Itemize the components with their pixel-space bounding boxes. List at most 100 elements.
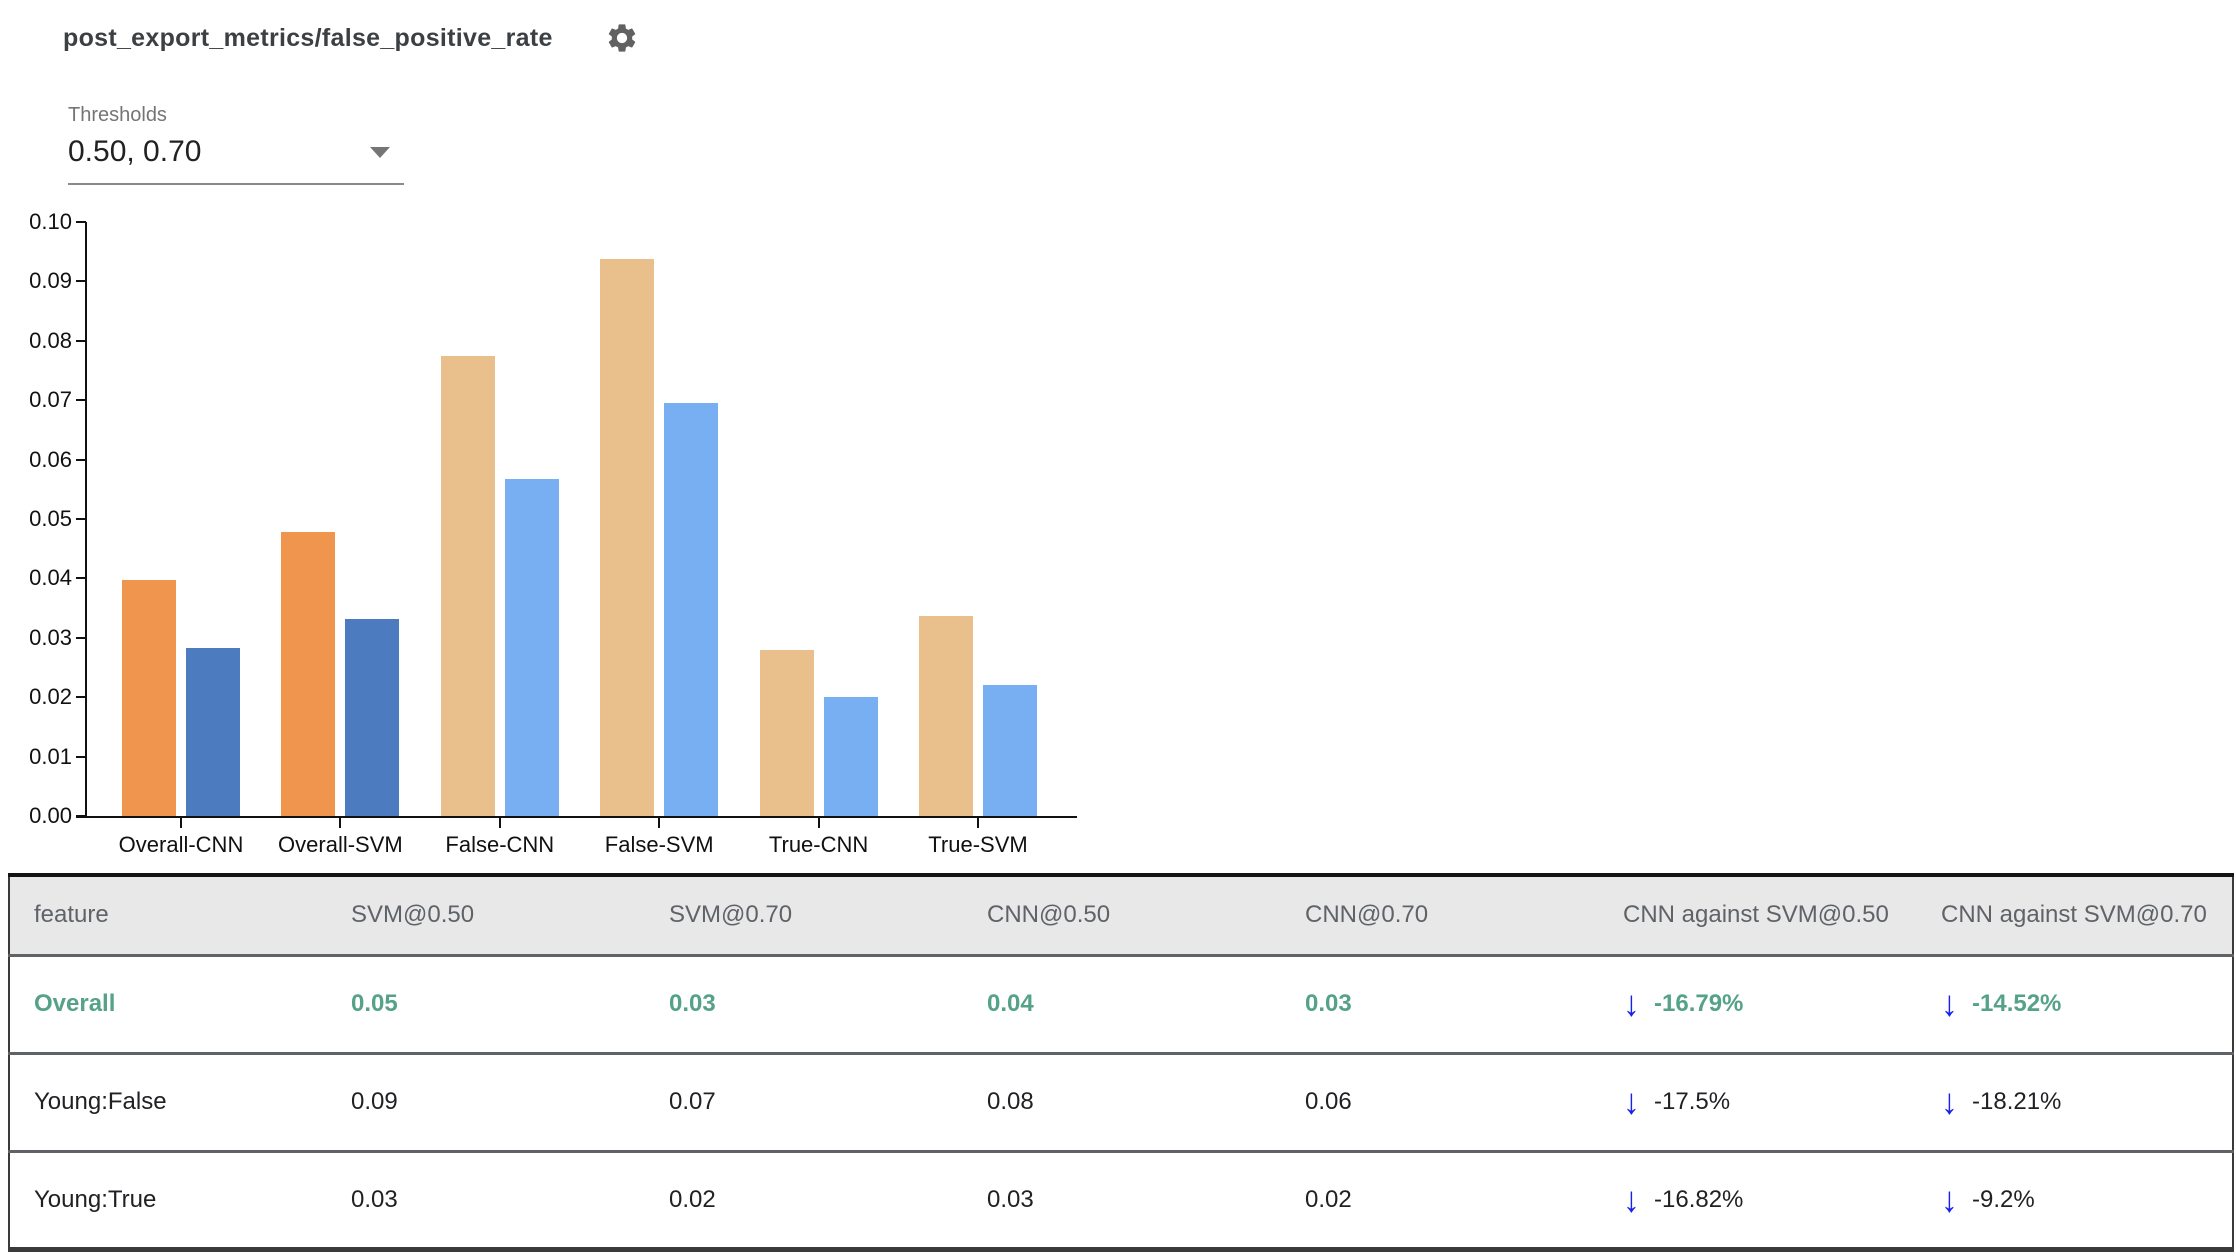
x-axis-label: False-CNN	[445, 832, 555, 857]
x-tick-mark	[817, 818, 820, 828]
arrow-down-icon: ↓	[1623, 984, 1640, 1024]
table-row-young-true[interactable]: Young:True 0.03 0.02 0.03 0.02 ↓ -16.82%…	[9, 1151, 2233, 1249]
diff-value: -14.52%	[1972, 990, 2062, 1017]
arrow-down-icon: ↓	[1623, 1179, 1640, 1220]
chevron-down-icon	[370, 146, 390, 158]
diff-cell: ↓ -17.5%	[1599, 1053, 1917, 1151]
x-tick-mark	[180, 818, 182, 828]
value-cell: 0.03	[351, 1185, 398, 1213]
diff-value: -17.5%	[1654, 1088, 1731, 1115]
diff-cell: ↓ -16.82%	[1599, 1151, 1917, 1249]
diff-value: -18.21%	[1972, 1088, 2062, 1115]
y-tick-label: 0.00	[29, 803, 72, 828]
y-tick-label: 0.03	[29, 624, 72, 650]
column-header-feature: feature	[34, 901, 109, 929]
x-tick-mark	[498, 818, 501, 828]
y-tick-label: 0.02	[29, 684, 72, 710]
y-tick-label: 0.05	[29, 506, 72, 531]
thresholds-select[interactable]: 0.50, 0.70	[68, 135, 404, 185]
gear-icon	[605, 21, 639, 55]
value-cell: 0.03	[1305, 990, 1352, 1017]
arrow-down-icon: ↓	[1941, 1179, 1958, 1220]
diff-cell: ↓ -9.2%	[1917, 1151, 2233, 1249]
bar-true-svm-t0.50[interactable]	[919, 615, 973, 816]
column-header-cnn-070: CNN@0.70	[1305, 901, 1429, 929]
thresholds-value: 0.50, 0.70	[68, 135, 202, 168]
value-cell: 0.05	[351, 990, 398, 1017]
value-cell: 0.09	[351, 1088, 398, 1115]
y-tick-label: 0.09	[29, 268, 72, 294]
x-tick-mark	[977, 818, 979, 828]
x-tick-mark	[339, 818, 342, 828]
y-tick-label: 0.10	[29, 209, 72, 234]
feature-cell: Young:False	[34, 1088, 167, 1115]
table-header-row: feature SVM@0.50 SVM@0.70 CNN@0.50 CNN@0…	[9, 875, 2233, 955]
diff-cell: ↓ -16.79%	[1599, 955, 1917, 1053]
diff-value: -16.82%	[1654, 1185, 1744, 1213]
y-tick-label: 0.06	[29, 446, 72, 472]
value-cell: 0.07	[669, 1088, 716, 1115]
value-cell: 0.06	[1305, 1088, 1352, 1115]
y-tick-mark	[76, 458, 86, 461]
x-axis-line	[76, 816, 1077, 818]
y-tick-mark	[76, 577, 86, 580]
bar-true-cnn-t0.70[interactable]	[823, 696, 878, 816]
bar-overall-svm-t0.70[interactable]	[345, 618, 400, 816]
y-axis-line	[85, 222, 87, 818]
value-cell: 0.02	[669, 1185, 716, 1213]
bar-false-cnn-t0.70[interactable]	[504, 478, 559, 816]
bar-true-svm-t0.70[interactable]	[983, 684, 1037, 816]
feature-cell: Overall	[34, 990, 116, 1017]
value-cell: 0.04	[987, 990, 1034, 1017]
y-tick-mark	[76, 399, 86, 402]
arrow-down-icon: ↓	[1941, 984, 1958, 1024]
value-cell: 0.02	[1305, 1185, 1352, 1213]
diff-cell: ↓ -14.52%	[1917, 955, 2233, 1053]
x-axis-label: Overall-SVM	[278, 832, 403, 857]
bar-false-cnn-t0.50[interactable]	[440, 356, 495, 816]
y-tick-label: 0.07	[29, 387, 72, 413]
bar-overall-svm-t0.50[interactable]	[281, 532, 336, 816]
feature-cell: Young:True	[34, 1185, 157, 1213]
bar-overall-cnn-t0.50[interactable]	[122, 579, 176, 816]
x-tick-mark	[658, 818, 661, 828]
diff-value: -16.79%	[1654, 990, 1744, 1017]
metrics-table: feature SVM@0.50 SVM@0.70 CNN@0.50 CNN@0…	[8, 873, 2234, 1252]
bar-false-svm-t0.70[interactable]	[664, 403, 719, 816]
diff-cell: ↓ -18.21%	[1917, 1053, 2233, 1151]
y-tick-mark	[76, 280, 86, 283]
table-row-overall[interactable]: Overall 0.05 0.03 0.04 0.03 ↓ -16.79% ↓ …	[9, 955, 2233, 1053]
column-header-cnn-vs-svm-070: CNN against SVM@0.70	[1941, 901, 2207, 929]
y-tick-label: 0.08	[29, 327, 72, 353]
settings-button[interactable]	[602, 18, 642, 58]
y-tick-mark	[76, 696, 86, 699]
diff-value: -9.2%	[1972, 1185, 2035, 1213]
arrow-down-icon: ↓	[1941, 1082, 1958, 1122]
x-axis-label: Overall-CNN	[118, 832, 244, 857]
y-tick-label: 0.01	[29, 743, 72, 769]
y-tick-mark	[76, 339, 86, 342]
y-tick-mark	[76, 755, 86, 758]
arrow-down-icon: ↓	[1623, 1082, 1640, 1122]
column-header-cnn-050: CNN@0.50	[987, 901, 1111, 929]
x-axis-label: True-CNN	[768, 832, 869, 857]
thresholds-label: Thresholds	[68, 104, 167, 126]
value-cell: 0.08	[987, 1088, 1034, 1115]
false-positive-rate-bar-chart: 0.00 0.01 0.02 0.03 0.04 0.05 0.06 0.07 0.08 0.09…	[0, 0, 1120, 870]
y-tick-mark	[76, 221, 86, 223]
column-header-svm-050: SVM@0.50	[351, 901, 475, 929]
column-header-cnn-vs-svm-050: CNN against SVM@0.50	[1623, 901, 1889, 929]
y-tick-mark	[76, 518, 86, 520]
table-row-young-false[interactable]: Young:False 0.09 0.07 0.08 0.06 ↓ -17.5%…	[9, 1053, 2233, 1151]
y-tick-mark	[76, 815, 86, 817]
value-cell: 0.03	[669, 990, 716, 1017]
bar-overall-cnn-t0.70[interactable]	[186, 647, 240, 816]
column-header-svm-070: SVM@0.70	[669, 901, 793, 929]
bar-true-cnn-t0.50[interactable]	[759, 650, 814, 816]
page-title: post_export_metrics/false_positive_rate	[63, 24, 553, 52]
value-cell: 0.03	[987, 1185, 1034, 1213]
y-tick-label: 0.04	[29, 565, 72, 591]
bar-false-svm-t0.50[interactable]	[600, 259, 655, 816]
x-axis-label: True-SVM	[928, 832, 1028, 857]
thresholds-control: Thresholds 0.50, 0.70	[68, 104, 404, 185]
